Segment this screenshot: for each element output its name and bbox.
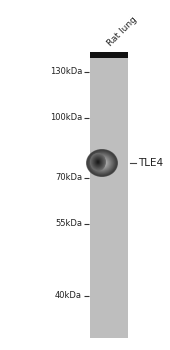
Ellipse shape (95, 159, 101, 165)
Ellipse shape (101, 162, 103, 164)
Text: 130kDa: 130kDa (50, 68, 82, 77)
Ellipse shape (100, 162, 104, 164)
Ellipse shape (99, 160, 105, 166)
Ellipse shape (94, 156, 110, 170)
Text: 55kDa: 55kDa (55, 219, 82, 229)
Ellipse shape (89, 152, 115, 174)
Ellipse shape (97, 161, 99, 163)
Ellipse shape (95, 157, 109, 169)
Ellipse shape (95, 157, 109, 169)
Ellipse shape (90, 153, 106, 171)
Ellipse shape (92, 155, 104, 169)
Ellipse shape (91, 154, 105, 170)
Ellipse shape (94, 157, 103, 167)
Ellipse shape (94, 156, 110, 170)
Ellipse shape (97, 161, 99, 163)
Ellipse shape (96, 158, 108, 169)
Ellipse shape (96, 158, 108, 168)
Ellipse shape (97, 159, 107, 168)
Ellipse shape (93, 156, 103, 168)
Ellipse shape (99, 161, 105, 166)
Ellipse shape (90, 153, 114, 173)
Ellipse shape (86, 149, 118, 177)
Ellipse shape (88, 151, 116, 175)
Ellipse shape (96, 160, 100, 164)
Ellipse shape (92, 154, 112, 172)
Ellipse shape (91, 154, 105, 170)
Ellipse shape (88, 151, 116, 175)
Ellipse shape (94, 156, 110, 170)
Ellipse shape (86, 149, 118, 177)
Ellipse shape (100, 161, 104, 165)
Text: 100kDa: 100kDa (50, 113, 82, 122)
Ellipse shape (95, 159, 101, 165)
Ellipse shape (92, 155, 104, 169)
Ellipse shape (90, 153, 114, 174)
Bar (90, 55, 128, 338)
Ellipse shape (92, 155, 104, 169)
Text: 40kDa: 40kDa (55, 292, 82, 301)
Text: Rat lung: Rat lung (106, 15, 139, 48)
Ellipse shape (93, 155, 111, 171)
Ellipse shape (89, 152, 115, 175)
Ellipse shape (97, 159, 107, 167)
Ellipse shape (98, 160, 106, 167)
Ellipse shape (100, 161, 104, 165)
Ellipse shape (87, 150, 117, 176)
Ellipse shape (95, 158, 101, 166)
Ellipse shape (91, 153, 113, 173)
Ellipse shape (91, 154, 105, 170)
Ellipse shape (98, 159, 106, 167)
Ellipse shape (90, 153, 106, 171)
Ellipse shape (88, 150, 116, 176)
Text: TLE4: TLE4 (138, 158, 163, 168)
Text: 70kDa: 70kDa (55, 174, 82, 182)
Ellipse shape (90, 152, 114, 174)
Ellipse shape (97, 161, 99, 163)
Ellipse shape (87, 150, 117, 176)
Ellipse shape (92, 156, 103, 168)
Ellipse shape (98, 160, 106, 166)
Ellipse shape (92, 155, 112, 172)
Ellipse shape (94, 158, 102, 166)
Ellipse shape (93, 156, 103, 167)
Ellipse shape (92, 154, 112, 172)
Ellipse shape (94, 157, 102, 167)
Ellipse shape (96, 160, 100, 164)
Ellipse shape (96, 158, 108, 168)
Ellipse shape (95, 158, 101, 166)
Ellipse shape (91, 154, 113, 173)
Bar (90, 52, 128, 58)
Ellipse shape (101, 162, 103, 164)
Ellipse shape (96, 160, 100, 164)
Ellipse shape (93, 155, 111, 171)
